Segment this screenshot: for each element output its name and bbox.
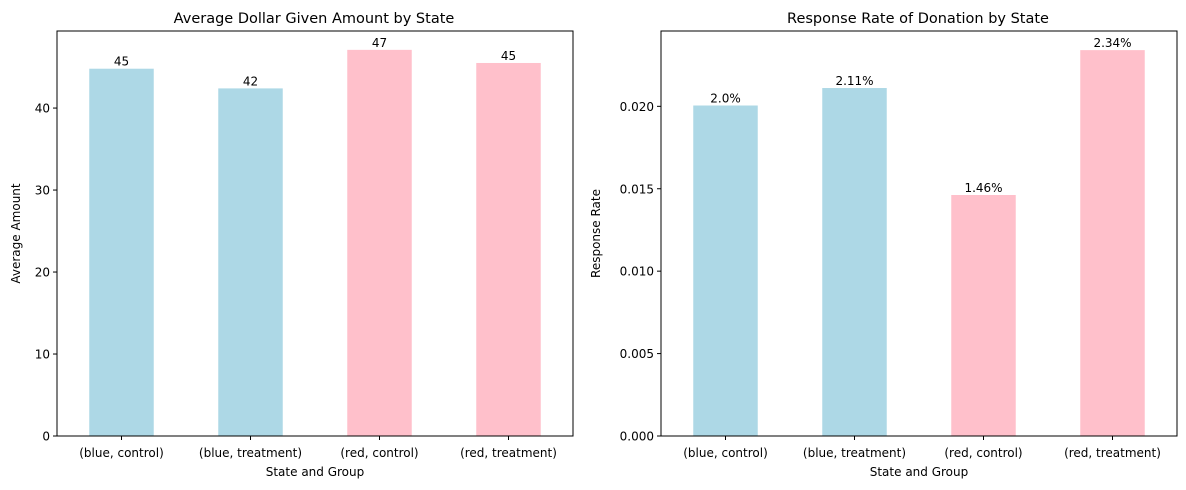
x-axis-ticks: (blue, control) (blue, treatment) (red, co… bbox=[683, 436, 1161, 460]
bar bbox=[476, 62, 541, 436]
y-tick-label: 0 bbox=[42, 430, 50, 444]
y-tick-label: 10 bbox=[35, 348, 50, 362]
x-tick-label: (red, treatment) bbox=[460, 446, 557, 460]
bar bbox=[1080, 50, 1145, 437]
x-tick-label: (red, control) bbox=[944, 446, 1022, 460]
bar-value-label: 45 bbox=[114, 55, 129, 69]
y-tick-label: 0.010 bbox=[620, 265, 654, 279]
x-axis-ticks: (blue, control) (blue, treatment) (red, co… bbox=[79, 436, 557, 460]
chart-title: Response Rate of Donation by State bbox=[787, 11, 1049, 27]
bar bbox=[693, 105, 758, 436]
x-tick-label: (red, treatment) bbox=[1064, 446, 1161, 460]
bar-value-label: 2.34% bbox=[1093, 36, 1131, 50]
bar-value-label: 2.11% bbox=[835, 74, 873, 88]
x-tick-label: (blue, control) bbox=[683, 446, 768, 460]
data-label-group: 45 42 47 45 bbox=[114, 36, 516, 89]
bar-group bbox=[693, 50, 1145, 437]
x-axis-label: State and Group bbox=[870, 465, 969, 479]
plot-frame bbox=[660, 30, 1178, 437]
x-tick-label: (blue, treatment) bbox=[803, 446, 906, 460]
y-tick-label: 0.020 bbox=[620, 100, 654, 114]
bar-group bbox=[89, 49, 541, 437]
bar-value-label: 42 bbox=[243, 74, 258, 88]
x-axis-label: State and Group bbox=[266, 465, 365, 479]
y-tick-label: 20 bbox=[35, 266, 50, 280]
y-axis-ticks: 0 10 20 30 40 bbox=[35, 102, 57, 444]
bar-value-label: 47 bbox=[372, 36, 387, 50]
bar bbox=[218, 88, 283, 436]
x-tick-label: (blue, treatment) bbox=[199, 446, 302, 460]
y-tick-label: 30 bbox=[35, 184, 50, 198]
chart-title: Average Dollar Given Amount by State bbox=[174, 11, 455, 27]
chart-average-amount: Average Dollar Given Amount by State 454… bbox=[9, 11, 574, 479]
bar bbox=[822, 88, 887, 436]
x-tick-label: (red, control) bbox=[340, 446, 418, 460]
y-axis-ticks: 0.000 0.005 0.010 0.015 0.020 bbox=[620, 100, 661, 444]
bar bbox=[347, 49, 412, 437]
bar bbox=[89, 68, 154, 437]
y-tick-label: 0.015 bbox=[620, 182, 654, 196]
data-label-group: 2.0% 2.11% 1.46% 2.34% bbox=[710, 36, 1131, 195]
y-axis-label: Response Rate bbox=[589, 189, 603, 278]
y-axis-label: Average Amount bbox=[9, 183, 23, 284]
bar-value-label: 45 bbox=[501, 49, 516, 63]
bar-value-label: 1.46% bbox=[964, 181, 1002, 195]
bar-value-label: 2.0% bbox=[710, 92, 741, 106]
x-tick-label: (blue, control) bbox=[79, 446, 164, 460]
y-tick-label: 40 bbox=[35, 102, 50, 116]
chart-response-rate: Response Rate of Donation by State 2.0%2… bbox=[589, 11, 1178, 479]
bar bbox=[951, 195, 1016, 436]
y-tick-label: 0.005 bbox=[620, 347, 654, 361]
y-tick-label: 0.000 bbox=[620, 430, 654, 444]
plot-frame bbox=[56, 30, 574, 437]
